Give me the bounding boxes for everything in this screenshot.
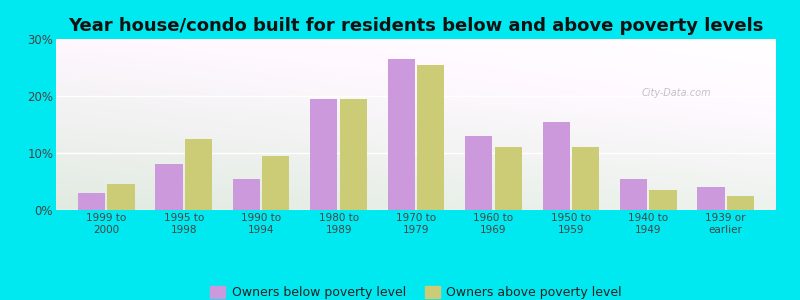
Bar [698,187,725,210]
Bar [262,156,290,210]
Bar [340,99,367,210]
Bar [572,147,599,210]
Bar [388,59,415,210]
Bar [650,190,677,210]
Bar [107,184,134,210]
Bar [494,147,522,210]
Bar [417,65,444,210]
Bar [542,122,570,210]
Text: City-Data.com: City-Data.com [641,88,711,98]
Legend: Owners below poverty level, Owners above poverty level: Owners below poverty level, Owners above… [206,281,626,300]
Bar [727,196,754,210]
Title: Year house/condo built for residents below and above poverty levels: Year house/condo built for residents bel… [68,17,764,35]
Bar [465,136,492,210]
Bar [185,139,212,210]
Bar [233,178,260,210]
Bar [310,99,338,210]
Bar [78,193,105,210]
Bar [620,178,647,210]
Bar [155,164,182,210]
